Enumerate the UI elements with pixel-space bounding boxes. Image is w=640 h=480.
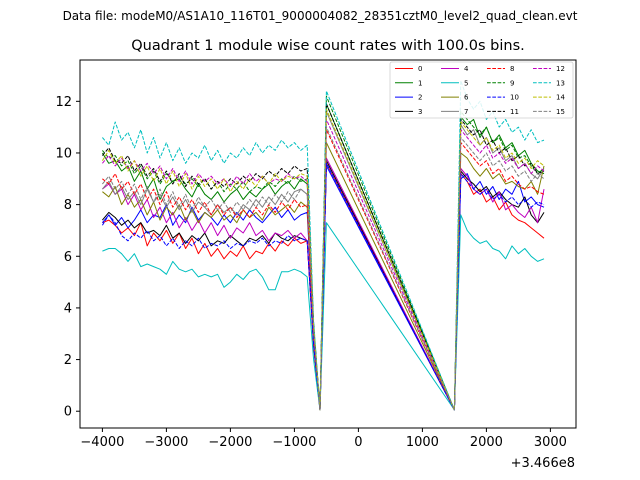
series-line-3 — [102, 160, 545, 411]
legend-box — [389, 61, 574, 119]
chart-title: Quadrant 1 module wise count rates with … — [131, 38, 525, 54]
y-tick-label: 0 — [64, 405, 72, 420]
legend-label-14: 14 — [556, 94, 565, 102]
legend-label-15: 15 — [556, 108, 565, 116]
legend-label-12: 12 — [556, 65, 565, 73]
plot-area: −4000 −3000 −2000 −1000 0 1000 2000 3000 0 2 4 6 8 1… — [55, 59, 577, 450]
x-tick-label: 1000 — [406, 435, 439, 450]
legend-label-4: 4 — [464, 65, 469, 73]
y-tick-label: 12 — [55, 95, 72, 110]
series-line-4 — [102, 157, 545, 411]
series-line-14 — [101, 108, 545, 411]
x-tick-label: −3000 — [144, 435, 188, 450]
legend-label-9: 9 — [510, 79, 514, 87]
x-tick-label: 3000 — [534, 435, 567, 450]
series-line-6 — [102, 142, 545, 411]
x-offset-label: +3.466e8 — [511, 456, 575, 471]
series-line-9 — [102, 95, 545, 411]
axes-frame — [79, 59, 577, 429]
legend-label-8: 8 — [510, 65, 514, 73]
legend-label-11: 11 — [510, 108, 519, 116]
series-group — [101, 80, 545, 411]
series-line-10 — [101, 162, 545, 411]
suptitle: Data file: modeM0/AS1A10_116T01_90000040… — [63, 9, 578, 23]
x-tick-label: 2000 — [470, 435, 503, 450]
legend-label-2: 2 — [418, 94, 422, 102]
legend-label-3: 3 — [418, 108, 422, 116]
series-line-8 — [102, 129, 545, 411]
y-tick-label: 8 — [64, 198, 72, 213]
y-tick-label: 4 — [64, 301, 72, 316]
legend-label-6: 6 — [464, 94, 469, 102]
x-axis: −4000 −3000 −2000 −1000 0 1000 2000 3000 — [80, 428, 567, 450]
series-line-15 — [102, 126, 545, 411]
axes-background — [80, 60, 576, 428]
series-line-5 — [102, 214, 545, 411]
y-tick-label: 10 — [55, 146, 72, 161]
x-tick-label: −4000 — [80, 435, 124, 450]
legend-label-7: 7 — [464, 108, 468, 116]
x-tick-label: 0 — [354, 435, 362, 450]
x-tick-label: −1000 — [272, 435, 316, 450]
y-axis: 0 2 4 6 8 10 12 — [55, 95, 80, 420]
series-line-11 — [102, 103, 545, 411]
legend-label-1: 1 — [418, 79, 422, 87]
series-line-2 — [102, 165, 545, 411]
series-line-7 — [102, 111, 545, 411]
legend-label-5: 5 — [464, 79, 468, 87]
x-tick-label: −2000 — [208, 435, 252, 450]
y-tick-label: 6 — [64, 250, 72, 265]
legend-label-10: 10 — [510, 94, 519, 102]
y-tick-label: 2 — [64, 353, 72, 368]
legend-label-13: 13 — [556, 79, 565, 87]
legend-label-0: 0 — [418, 65, 422, 73]
